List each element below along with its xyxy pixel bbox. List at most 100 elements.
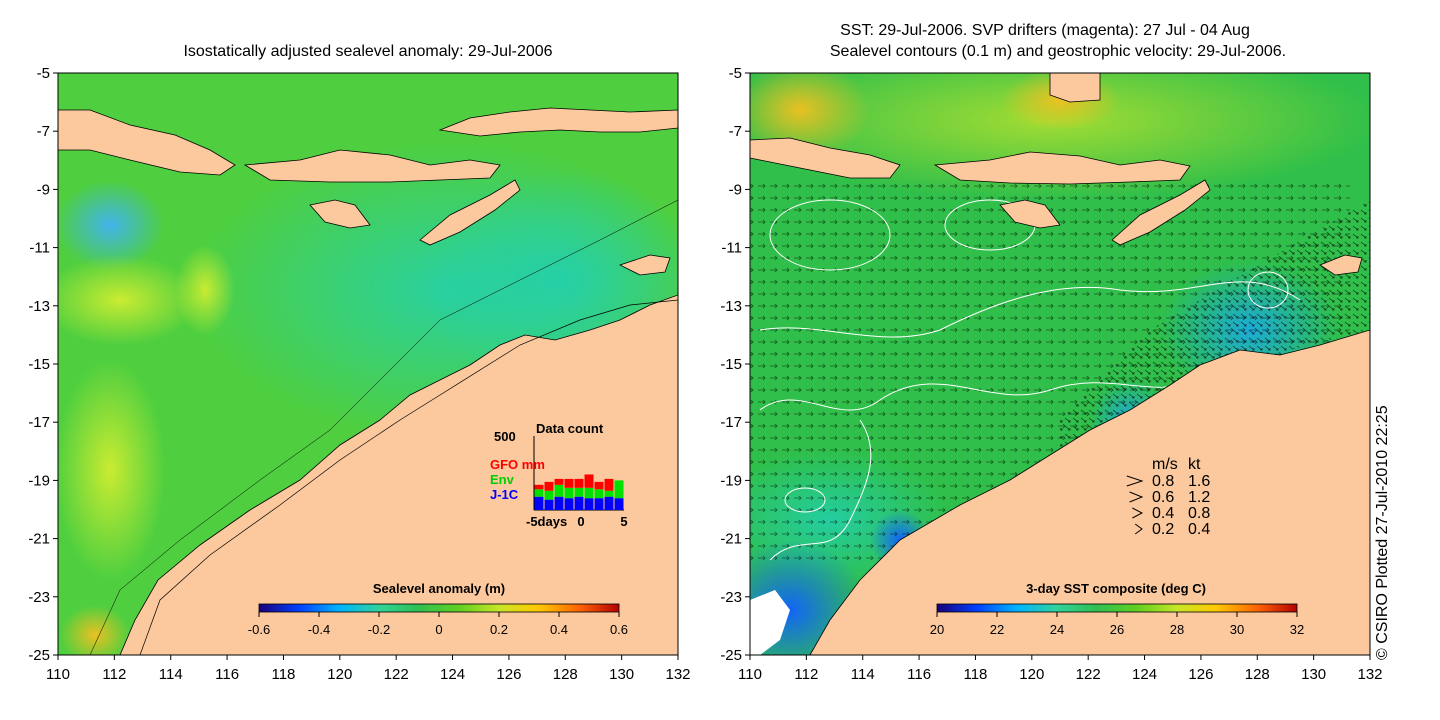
left-tip-islands <box>618 254 671 276</box>
inset-bar-env <box>554 484 564 497</box>
left-y-tick-label: -23 <box>28 589 50 606</box>
velocity-key-ms: 0.2 <box>1152 521 1174 538</box>
left-shelf-contour <box>139 299 678 655</box>
contour-line-3 <box>769 419 872 561</box>
left-colorbar-ticks: -0.6 -0.4 -0.2 0 0.2 0.4 0.6 <box>248 612 628 637</box>
velocity-key: m/s kt 0.8 1.60.6 1.20.4 0.80.2 0.4 <box>1126 456 1210 538</box>
left-y-tick-label: -11 <box>29 240 50 257</box>
right-colorbar <box>936 603 1298 613</box>
inset-bars <box>534 474 624 510</box>
left-high-anomaly-3 <box>175 245 235 335</box>
left-y-tick-label: -9 <box>37 181 50 198</box>
inset-legend-j1c: J-1C <box>490 487 519 502</box>
inset-bar-gfo-mm <box>584 474 594 488</box>
inset-bar-gfo-mm <box>534 484 544 490</box>
left-java-island <box>58 109 236 176</box>
left-colorbar-tick-label: 0.4 <box>550 622 568 637</box>
inset-bar-j-1c <box>604 496 614 510</box>
left-high-anomaly-2 <box>58 360 165 580</box>
inset-xtick-start: -5days <box>526 514 567 529</box>
inset-bar-j-1c <box>534 496 544 510</box>
right-x-tick-label: 118 <box>963 666 987 683</box>
velocity-key-arrow <box>1132 507 1144 519</box>
contour-eddy-1 <box>769 199 891 271</box>
right-y-tick-label: -15 <box>720 356 742 373</box>
right-y-tick-label: -17 <box>720 414 742 431</box>
right-y-tick-label: -9 <box>729 181 742 198</box>
right-colorbar-tick-label: 22 <box>990 622 1004 637</box>
right-x-tick-label: 132 <box>1357 666 1382 683</box>
left-lesser-sunda-islands <box>243 149 501 183</box>
left-x-axis: 110 112 114 116 118 120 122 124 126 128 130 132 <box>46 655 691 683</box>
left-colorbar-label: Sealevel anomaly (m) <box>373 581 505 596</box>
inset-bar-j-1c <box>584 498 594 510</box>
inset-legend-env: Env <box>490 472 515 487</box>
left-x-tick-label: 114 <box>159 666 183 683</box>
velocity-key-ms: 0.6 <box>1152 489 1174 506</box>
velocity-key-arrow <box>1134 523 1143 535</box>
left-y-tick-label: -21 <box>28 531 50 548</box>
left-x-tick-label: 116 <box>215 666 239 683</box>
inset-bar-j-1c <box>574 496 584 510</box>
left-x-tick-label: 120 <box>327 666 352 683</box>
left-x-tick-label: 112 <box>102 666 126 683</box>
left-panel: Isostatically adjusted sealevel anomaly:… <box>28 43 691 683</box>
inset-bar-gfo-mm <box>594 481 604 490</box>
inset-bar-env <box>584 487 594 499</box>
right-sumba-island <box>999 199 1061 229</box>
right-y-tick-label: -13 <box>720 298 742 315</box>
left-colorbar-tick-label: 0.6 <box>610 622 628 637</box>
right-x-tick-label: 122 <box>1076 666 1101 683</box>
right-sealevel-contours <box>759 199 1301 561</box>
right-x-tick-label: 126 <box>1188 666 1213 683</box>
velocity-key-rows: 0.8 1.60.6 1.20.4 0.80.2 0.4 <box>1126 473 1210 538</box>
right-map <box>750 73 1370 655</box>
left-y-tick-label: -25 <box>28 647 50 664</box>
inset-xtick-zero: 0 <box>577 514 584 529</box>
left-y-tick-label: -7 <box>37 123 50 140</box>
left-australia-land <box>119 294 678 655</box>
inset-bar-j-1c <box>594 498 604 510</box>
right-y-tick-label: -7 <box>729 123 742 140</box>
contour-line-2 <box>759 379 1201 411</box>
left-x-tick-label: 130 <box>609 666 634 683</box>
contour-line-1 <box>759 281 1301 338</box>
left-colorbar-tick-label: 0 <box>435 622 442 637</box>
inset-bar-gfo-mm <box>554 478 564 485</box>
left-x-tick-label: 128 <box>553 666 578 683</box>
left-deep-contour <box>89 199 678 655</box>
inset-bar-env <box>534 489 544 497</box>
inset-data-count: Data count 500 GFO mm Env J-1C -5days 0 … <box>490 421 628 529</box>
inset-legend-gfo: GFO mm <box>490 457 545 472</box>
left-y-tick-label: -13 <box>28 298 50 315</box>
right-y-tick-label: -21 <box>720 531 742 548</box>
velocity-key-arrow <box>1126 475 1144 487</box>
right-x-tick-label: 116 <box>907 666 931 683</box>
left-colorbar-tick-label: 0.2 <box>490 622 508 637</box>
left-x-tick-label: 118 <box>271 666 295 683</box>
right-x-tick-label: 120 <box>1019 666 1044 683</box>
left-x-tick-label: 132 <box>665 666 690 683</box>
inset-bar-gfo-mm <box>574 478 584 488</box>
right-colorbar-label: 3-day SST composite (deg C) <box>1026 581 1206 596</box>
inset-bar-gfo-mm <box>564 478 574 488</box>
left-x-tick-label: 126 <box>496 666 521 683</box>
inset-bar-env <box>564 487 574 499</box>
right-x-tick-label: 128 <box>1245 666 1270 683</box>
left-y-axis: -5 -7 -9 -11 -13 -15 -17 -19 -21 -23 -25 <box>28 65 58 664</box>
inset-bar-gfo-mm <box>604 478 614 491</box>
right-australia-land <box>809 329 1370 655</box>
right-x-tick-label: 112 <box>794 666 818 683</box>
left-high-anomaly-4 <box>60 605 130 655</box>
left-y-tick-label: -19 <box>28 472 50 489</box>
right-title: SST: 29-Jul-2006. SVP drifters (magenta)… <box>840 22 1250 39</box>
inset-bar-env <box>594 489 604 499</box>
velocity-key-kt: 1.2 <box>1188 489 1210 506</box>
right-y-tick-label: -19 <box>720 472 742 489</box>
right-colorbar-ticks: 20 22 24 26 28 30 32 <box>930 612 1304 637</box>
right-cloud-mask <box>750 590 790 655</box>
inset-bar-gfo-mm <box>544 481 554 491</box>
left-high-anomaly-1 <box>58 255 200 345</box>
velocity-key-kt: 0.8 <box>1188 505 1210 522</box>
